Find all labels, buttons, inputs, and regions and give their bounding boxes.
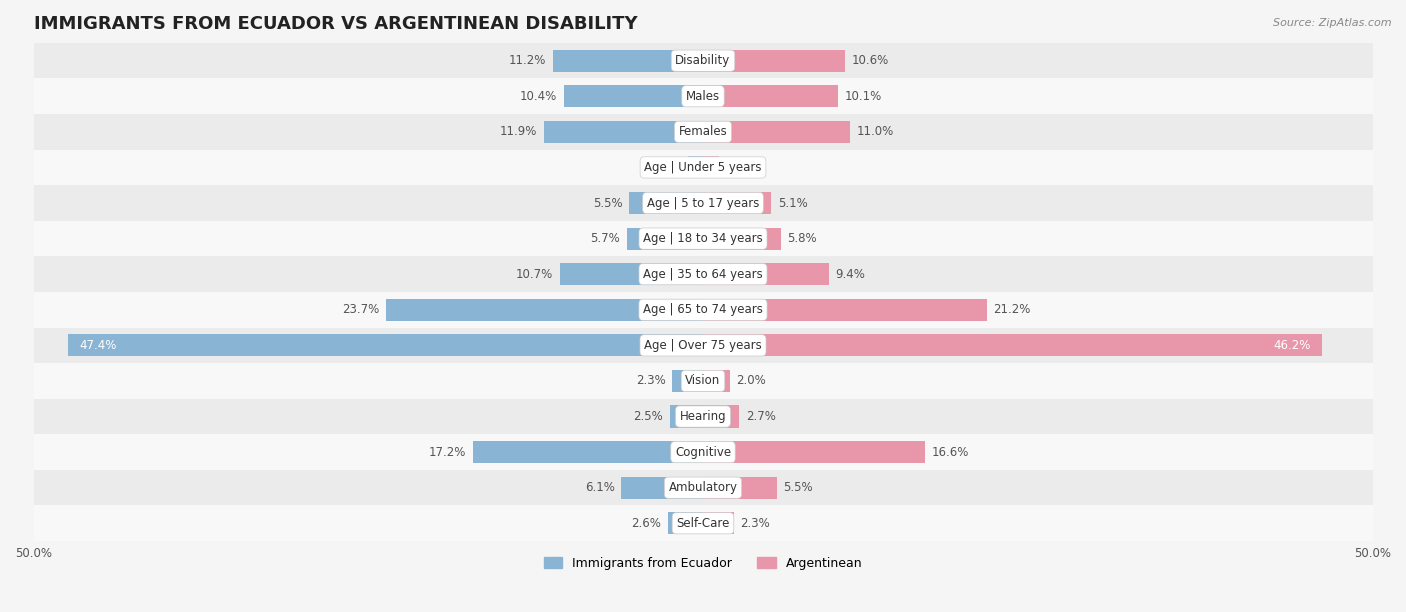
Bar (385, 299, 703, 321)
Text: 2.6%: 2.6% (631, 517, 661, 530)
Bar (34, 78, 1372, 114)
Text: 5.5%: 5.5% (593, 196, 623, 209)
Text: 16.6%: 16.6% (932, 446, 969, 458)
Text: 1.1%: 1.1% (652, 161, 682, 174)
Text: Source: ZipAtlas.com: Source: ZipAtlas.com (1274, 18, 1392, 28)
Bar (34, 470, 1372, 506)
Text: IMMIGRANTS FROM ECUADOR VS ARGENTINEAN DISABILITY: IMMIGRANTS FROM ECUADOR VS ARGENTINEAN D… (34, 15, 637, 33)
Text: Disability: Disability (675, 54, 731, 67)
Text: 2.0%: 2.0% (737, 375, 766, 387)
Bar (564, 85, 703, 107)
Bar (553, 50, 703, 72)
Bar (703, 121, 851, 143)
Text: 23.7%: 23.7% (342, 304, 380, 316)
Bar (34, 150, 1372, 185)
Text: 2.3%: 2.3% (741, 517, 770, 530)
Text: 2.3%: 2.3% (636, 375, 665, 387)
Text: 5.1%: 5.1% (778, 196, 807, 209)
Bar (703, 477, 776, 499)
Bar (69, 334, 703, 356)
Bar (703, 334, 1322, 356)
Bar (34, 185, 1372, 221)
Bar (34, 256, 1372, 292)
Text: 5.5%: 5.5% (783, 481, 813, 494)
Text: Hearing: Hearing (679, 410, 727, 423)
Bar (703, 406, 740, 428)
Bar (34, 114, 1372, 150)
Text: 5.7%: 5.7% (591, 232, 620, 245)
Text: 5.8%: 5.8% (787, 232, 817, 245)
Bar (672, 370, 703, 392)
Text: 2.7%: 2.7% (745, 410, 776, 423)
Text: 6.1%: 6.1% (585, 481, 614, 494)
Bar (703, 299, 987, 321)
Bar (668, 512, 703, 534)
Text: 17.2%: 17.2% (429, 446, 465, 458)
Bar (630, 192, 703, 214)
Text: Age | 5 to 17 years: Age | 5 to 17 years (647, 196, 759, 209)
Bar (703, 85, 838, 107)
Text: 10.7%: 10.7% (516, 267, 553, 281)
Bar (34, 327, 1372, 363)
Text: 1.2%: 1.2% (725, 161, 755, 174)
Bar (34, 363, 1372, 399)
Bar (703, 441, 925, 463)
Bar (560, 263, 703, 285)
Text: 11.0%: 11.0% (858, 125, 894, 138)
Bar (544, 121, 703, 143)
Bar (703, 263, 830, 285)
Text: 11.9%: 11.9% (499, 125, 537, 138)
Text: Age | Under 5 years: Age | Under 5 years (644, 161, 762, 174)
Bar (34, 292, 1372, 327)
Bar (703, 228, 780, 250)
Bar (34, 43, 1372, 78)
Text: Cognitive: Cognitive (675, 446, 731, 458)
Text: Males: Males (686, 90, 720, 103)
Text: Ambulatory: Ambulatory (668, 481, 738, 494)
Text: Age | 65 to 74 years: Age | 65 to 74 years (643, 304, 763, 316)
Text: Self-Care: Self-Care (676, 517, 730, 530)
Bar (689, 157, 703, 179)
Bar (627, 228, 703, 250)
Text: 47.4%: 47.4% (79, 339, 117, 352)
Bar (472, 441, 703, 463)
Text: 2.5%: 2.5% (633, 410, 662, 423)
Text: Age | 18 to 34 years: Age | 18 to 34 years (643, 232, 763, 245)
Text: Age | Over 75 years: Age | Over 75 years (644, 339, 762, 352)
Bar (669, 406, 703, 428)
Bar (703, 50, 845, 72)
Text: 46.2%: 46.2% (1274, 339, 1310, 352)
Bar (703, 370, 730, 392)
Bar (34, 399, 1372, 435)
Bar (621, 477, 703, 499)
Text: 10.1%: 10.1% (845, 90, 882, 103)
Text: 9.4%: 9.4% (835, 267, 866, 281)
Text: 21.2%: 21.2% (994, 304, 1031, 316)
Text: 10.6%: 10.6% (852, 54, 889, 67)
Bar (703, 192, 772, 214)
Text: Vision: Vision (685, 375, 721, 387)
Legend: Immigrants from Ecuador, Argentinean: Immigrants from Ecuador, Argentinean (538, 551, 868, 575)
Text: 11.2%: 11.2% (509, 54, 547, 67)
Bar (703, 157, 718, 179)
Bar (703, 512, 734, 534)
Text: Age | 35 to 64 years: Age | 35 to 64 years (643, 267, 763, 281)
Text: 10.4%: 10.4% (520, 90, 557, 103)
Text: Females: Females (679, 125, 727, 138)
Bar (34, 435, 1372, 470)
Bar (34, 221, 1372, 256)
Bar (34, 506, 1372, 541)
